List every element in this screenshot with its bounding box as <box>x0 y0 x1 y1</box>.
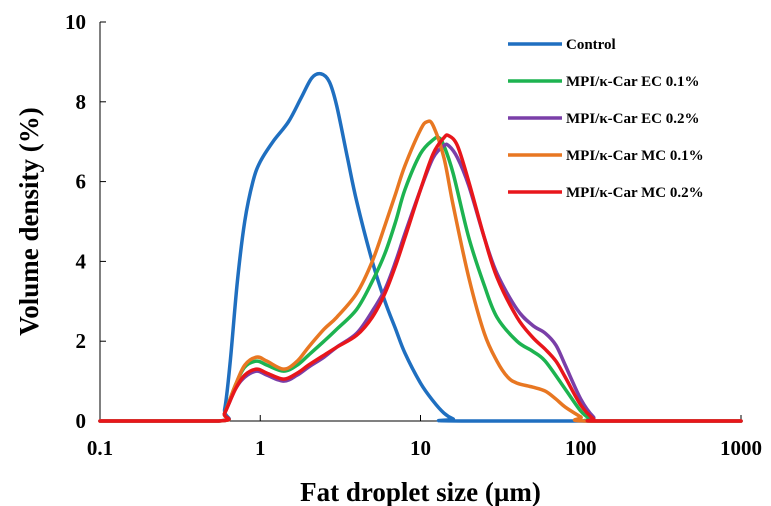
y-tick-label: 6 <box>76 170 87 194</box>
y-tick-label: 2 <box>76 329 87 353</box>
x-tick-label: 1 <box>255 436 266 460</box>
y-tick-label: 8 <box>76 90 87 114</box>
series-line-mpi-car-ec-0-1 <box>98 135 743 423</box>
legend-label: MPI/κ-Car EC 0.1% <box>566 74 699 90</box>
series-line-control <box>98 71 743 423</box>
x-tick-label: 1000 <box>720 436 762 460</box>
series-line-mpi-car-mc-0-1 <box>98 119 743 423</box>
x-tick-label: 100 <box>565 436 597 460</box>
x-tick-label: 0.1 <box>87 436 113 460</box>
legend: Control MPI/κ-Car EC 0.1% MPI/κ-Car EC 0.2… <box>508 37 704 201</box>
legend-label: MPI/κ-Car MC 0.1% <box>566 148 704 164</box>
legend-label: MPI/κ-Car EC 0.2% <box>566 111 699 127</box>
y-axis-title: Volume density (%) <box>14 107 44 336</box>
axes: 0 2 4 6 8 10 0.1 1 10 100 1000 <box>65 10 762 460</box>
x-tick-label: 10 <box>410 436 431 460</box>
x-axis-title: Fat droplet size (µm) <box>300 477 541 506</box>
series-lines <box>98 71 743 423</box>
legend-label: Control <box>566 37 616 53</box>
y-tick-label: 4 <box>76 249 87 273</box>
y-tick-label: 0 <box>76 409 87 433</box>
series-line-mpi-car-mc-0-2 <box>98 133 743 423</box>
legend-label: MPI/κ-Car MC 0.2% <box>566 185 704 201</box>
y-tick-label: 10 <box>65 10 86 34</box>
